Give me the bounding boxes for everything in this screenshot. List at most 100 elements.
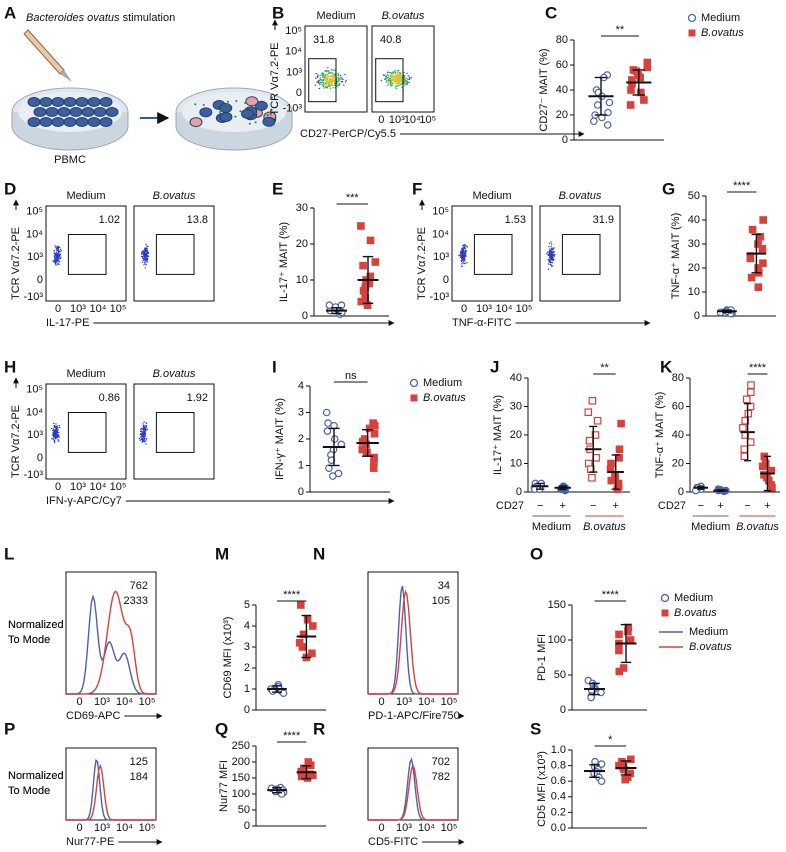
condition-title: B.ovatus (153, 368, 196, 380)
legend-marker (688, 29, 696, 37)
event (396, 80, 398, 83)
cell (199, 107, 213, 118)
data-point (621, 775, 630, 784)
bacterium (221, 105, 224, 108)
cd27-sign: + (717, 500, 723, 512)
data-point (322, 408, 331, 417)
event (550, 250, 552, 252)
event (329, 81, 331, 83)
event (389, 80, 392, 82)
cell (87, 97, 101, 107)
event (399, 79, 401, 81)
x-tick-label: 10³ (70, 481, 86, 493)
cell (39, 117, 53, 127)
bacterium (227, 103, 230, 106)
x-tick-label: 10⁵ (419, 114, 436, 126)
event (327, 71, 330, 73)
x-tick-label: 10⁴ (418, 696, 435, 708)
data-point (324, 419, 332, 427)
x-axis-label: CD27-PerCP/Cy5.5 (300, 128, 396, 140)
event (328, 69, 330, 72)
event (138, 437, 140, 440)
event (458, 254, 460, 257)
event (60, 250, 63, 252)
event (57, 434, 59, 436)
event (396, 79, 398, 81)
event (382, 74, 385, 76)
event (398, 82, 401, 84)
event (331, 79, 334, 82)
event (56, 247, 58, 249)
event (329, 72, 331, 74)
cell (63, 117, 77, 127)
cell (75, 117, 89, 127)
event (400, 77, 402, 80)
cell (245, 96, 259, 107)
y-tick-label: 80 (672, 372, 684, 384)
x-tick-label: 10³ (389, 114, 405, 126)
bacterium (270, 108, 273, 111)
event (390, 71, 392, 74)
event (390, 84, 392, 87)
event (461, 250, 464, 252)
event (56, 425, 58, 427)
event (465, 245, 467, 247)
data-point (370, 429, 379, 438)
y-tick-label: 0 (298, 486, 304, 498)
event (389, 77, 391, 80)
condition-title: Medium (66, 368, 105, 380)
event (387, 76, 390, 79)
y-tick-label: -10³ (23, 291, 43, 303)
bacterium (266, 114, 269, 117)
event (466, 262, 468, 264)
event (462, 248, 465, 250)
event (552, 258, 554, 260)
data-point (328, 472, 337, 480)
bacterium (244, 101, 247, 104)
mfi-value: 184 (130, 771, 148, 783)
y-tick-label: 200 (232, 756, 250, 768)
event (326, 87, 329, 89)
event (388, 71, 390, 74)
x-tick-label: 10⁵ (441, 696, 458, 708)
event (319, 77, 321, 79)
a-title: Bacteroides ovatus stimulation (26, 12, 175, 24)
event (141, 253, 143, 255)
event (329, 83, 331, 86)
event (401, 86, 403, 88)
y-tick-label: 0 (516, 486, 522, 498)
event (464, 260, 466, 262)
event (344, 73, 346, 76)
event (143, 437, 145, 439)
data-point (365, 424, 374, 433)
event (55, 428, 57, 430)
event (407, 75, 409, 77)
event (397, 70, 399, 72)
y-tick-label: 250 (232, 740, 250, 752)
event (387, 83, 389, 85)
event (142, 427, 145, 429)
event (463, 257, 465, 259)
event (144, 267, 146, 269)
bacterium (218, 110, 221, 113)
y-tick-label: 0.4 (551, 791, 566, 803)
cd27-sign: − (744, 500, 750, 512)
event (55, 435, 57, 438)
y-tick-label: 1 (244, 683, 250, 695)
event (337, 72, 339, 75)
histogram-curve (368, 757, 458, 821)
data-point (747, 381, 755, 389)
event (145, 443, 147, 445)
x-tick-label: 0 (55, 303, 61, 315)
event (55, 259, 57, 261)
event (462, 244, 464, 247)
data-point (741, 416, 750, 425)
event (394, 73, 397, 75)
event (145, 422, 148, 424)
event (386, 71, 389, 73)
event (333, 81, 336, 83)
data-point (627, 86, 635, 94)
event (385, 78, 387, 80)
gate (67, 234, 107, 275)
